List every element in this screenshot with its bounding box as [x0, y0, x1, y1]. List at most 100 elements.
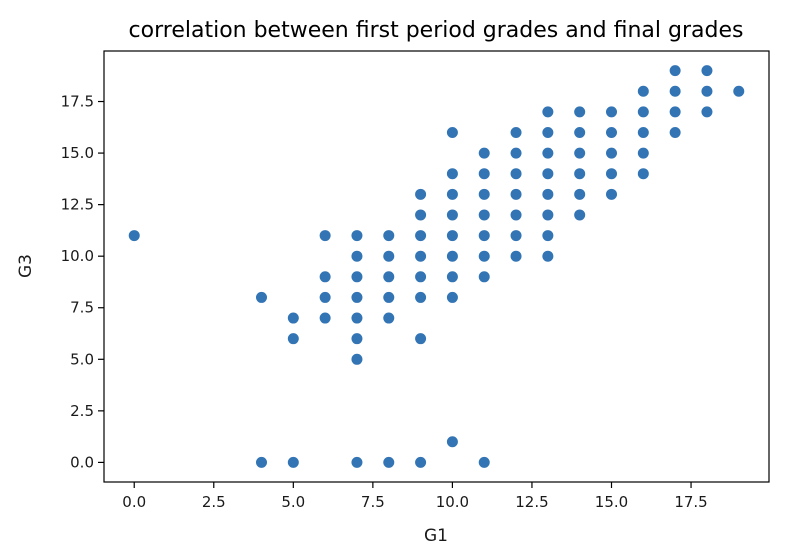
- data-point: [573, 105, 587, 119]
- data-point: [605, 105, 618, 119]
- y-axis: 0.0 2.5 5.0 7.5 10.0 12.5 15.0 17.5: [61, 93, 104, 471]
- data-point: [318, 311, 332, 325]
- data-point: [509, 167, 523, 181]
- y-axis-label: G3: [16, 254, 36, 278]
- data-point: [382, 290, 396, 304]
- data-point: [286, 311, 300, 325]
- data-point: [382, 249, 396, 263]
- data-point: [382, 270, 396, 284]
- data-point: [286, 332, 300, 346]
- data-point: [350, 249, 364, 263]
- data-point: [255, 455, 268, 469]
- data-point: [668, 84, 682, 98]
- data-point: [414, 290, 428, 304]
- data-point: [445, 270, 459, 284]
- data-point: [350, 455, 364, 469]
- data-point: [541, 249, 555, 263]
- data-point: [350, 229, 364, 243]
- data-point: [350, 270, 364, 284]
- data-point: [541, 229, 555, 243]
- data-point: [350, 332, 364, 346]
- data-point: [318, 290, 332, 304]
- y-tick-label: 2.5: [70, 402, 94, 420]
- data-point: [541, 187, 555, 201]
- data-point: [541, 125, 555, 139]
- data-point: [636, 125, 650, 139]
- data-point: [636, 167, 650, 181]
- data-point: [541, 146, 555, 160]
- x-axis: 0.0 2.5 5.0 7.5 10.0 12.5 15.0 17.5: [122, 482, 708, 511]
- data-point: [350, 290, 364, 304]
- y-tick-label: 7.5: [70, 299, 94, 317]
- data-point: [700, 105, 714, 119]
- data-point: [668, 64, 682, 78]
- data-point: [350, 352, 364, 366]
- data-point: [573, 187, 587, 201]
- x-tick-label: 15.0: [595, 493, 628, 511]
- data-point: [573, 167, 587, 181]
- data-point: [414, 249, 428, 263]
- data-point: [445, 229, 459, 243]
- data-point: [382, 229, 396, 243]
- data-point: [509, 187, 523, 201]
- data-point: [382, 455, 396, 469]
- data-point: [414, 208, 428, 222]
- data-point: [573, 125, 587, 139]
- y-tick-label: 17.5: [61, 93, 94, 111]
- x-tick-label: 12.5: [515, 493, 548, 511]
- data-point: [541, 105, 555, 119]
- data-point: [636, 105, 650, 119]
- data-point: [477, 187, 491, 201]
- data-point: [509, 146, 523, 160]
- data-point: [477, 455, 491, 469]
- data-point: [414, 229, 428, 243]
- data-point: [573, 208, 587, 222]
- data-points: [127, 64, 746, 469]
- x-tick-label: 2.5: [202, 493, 226, 511]
- data-point: [477, 229, 491, 243]
- data-point: [286, 455, 300, 469]
- data-point: [541, 208, 555, 222]
- x-tick-label: 17.5: [674, 493, 707, 511]
- data-point: [605, 125, 618, 139]
- data-point: [636, 146, 650, 160]
- data-point: [445, 187, 459, 201]
- data-point: [477, 249, 491, 263]
- data-point: [477, 146, 491, 160]
- x-tick-label: 5.0: [281, 493, 305, 511]
- data-point: [700, 64, 714, 78]
- y-tick-label: 5.0: [70, 350, 94, 368]
- chart-title: correlation between first period grades …: [129, 18, 744, 43]
- data-point: [573, 146, 587, 160]
- plot-frame: [103, 50, 770, 483]
- data-point: [318, 229, 332, 243]
- data-point: [605, 167, 618, 181]
- data-point: [414, 270, 428, 284]
- y-tick-label: 12.5: [61, 196, 94, 214]
- data-point: [509, 208, 523, 222]
- y-tick-label: 0.0: [70, 453, 94, 471]
- data-point: [477, 167, 491, 181]
- data-point: [414, 187, 428, 201]
- y-tick-label: 15.0: [61, 144, 94, 162]
- x-tick-label: 10.0: [436, 493, 469, 511]
- data-point: [445, 167, 459, 181]
- data-point: [541, 167, 555, 181]
- data-point: [605, 187, 618, 201]
- x-tick-label: 0.0: [122, 493, 146, 511]
- data-point: [445, 125, 459, 139]
- data-point: [445, 290, 459, 304]
- data-point: [509, 249, 523, 263]
- x-tick-label: 7.5: [361, 493, 385, 511]
- data-point: [414, 455, 428, 469]
- data-point: [605, 146, 618, 160]
- data-point: [477, 208, 491, 222]
- data-point: [668, 125, 682, 139]
- data-point: [445, 435, 459, 449]
- data-point: [636, 84, 650, 98]
- data-point: [445, 249, 459, 263]
- data-point: [255, 290, 268, 304]
- data-point: [382, 311, 396, 325]
- data-point: [318, 270, 332, 284]
